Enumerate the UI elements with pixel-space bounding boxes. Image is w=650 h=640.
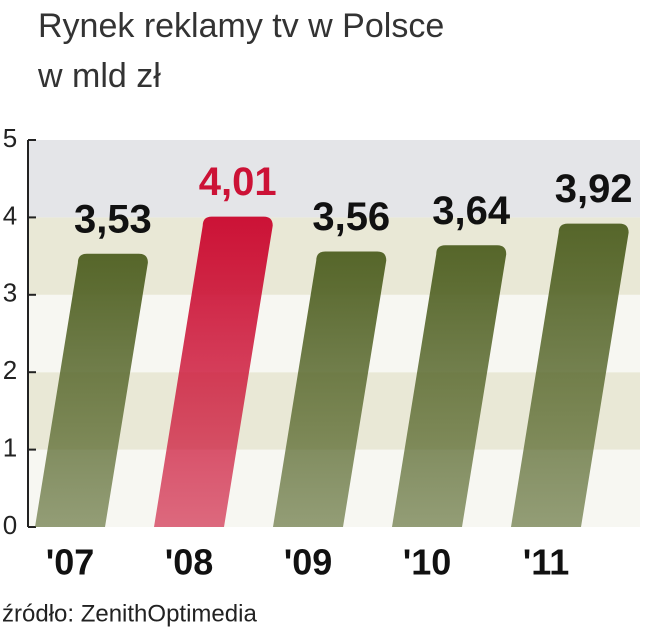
plot-band bbox=[28, 140, 640, 218]
x-tick-label: '07 bbox=[46, 542, 95, 583]
chart-subtitle: w mld zł bbox=[37, 57, 161, 95]
y-tick-label: 3 bbox=[3, 278, 17, 308]
chart-title: Rynek reklamy tv w Polsce bbox=[38, 7, 444, 45]
y-tick-label: 4 bbox=[3, 200, 17, 230]
value-label: 3,64 bbox=[432, 189, 511, 233]
y-tick-label: 0 bbox=[3, 510, 17, 540]
y-tick-label: 1 bbox=[3, 432, 17, 462]
value-label: 3,53 bbox=[74, 197, 152, 241]
x-tick-label: '08 bbox=[165, 542, 214, 583]
bar bbox=[392, 245, 507, 527]
bar bbox=[273, 251, 387, 527]
bar bbox=[511, 223, 629, 528]
value-label: 3,56 bbox=[312, 195, 390, 239]
bar bbox=[154, 216, 273, 527]
value-label: 3,92 bbox=[555, 167, 633, 211]
x-tick-label: '10 bbox=[403, 542, 452, 583]
value-label: 4,01 bbox=[199, 160, 277, 204]
x-tick-label: '11 bbox=[523, 542, 570, 583]
source: źródło: ZenithOptimedia bbox=[2, 600, 257, 627]
x-tick-label: '09 bbox=[284, 542, 333, 583]
y-tick-label: 2 bbox=[3, 355, 17, 385]
y-tick-label: 5 bbox=[3, 123, 17, 153]
bar bbox=[35, 253, 148, 527]
